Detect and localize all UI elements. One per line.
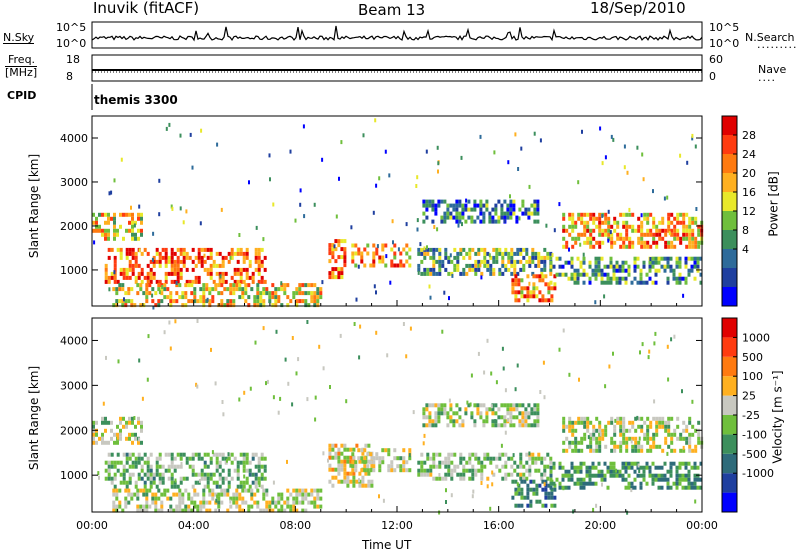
velocity-colorbar-tick-label-4: -25 xyxy=(742,409,760,422)
noise-search-label: N.Search xyxy=(745,31,795,44)
power-colorbar-seg-6 xyxy=(722,173,737,192)
power-colorbar-seg-3 xyxy=(722,230,737,249)
noise-search-legend-dots: ········· xyxy=(757,41,798,54)
power-region-5 xyxy=(417,247,553,276)
power-ytick-label-3: 4000 xyxy=(60,132,88,145)
velocity-colorbar-seg-6 xyxy=(722,376,737,396)
power-ytick-label-1: 2000 xyxy=(60,220,88,233)
time-xtick-label-5: 20:00 xyxy=(584,519,616,532)
cpid-value: themis 3300 xyxy=(94,93,178,107)
power-region-6 xyxy=(422,199,540,224)
date-title: 18/Sep/2010 xyxy=(590,0,686,17)
power-region-9 xyxy=(549,256,703,285)
power-colorbar-tick-label-5: 8 xyxy=(742,224,749,237)
nave-tick-high: 60 xyxy=(709,53,723,66)
time-xtick-label-1: 04:00 xyxy=(178,519,210,532)
power-colorbar-seg-1 xyxy=(722,268,737,287)
freq-tick-high: 18 xyxy=(66,53,80,66)
beam-title: Beam 13 xyxy=(358,1,426,19)
power-colorbar-seg-8 xyxy=(722,135,737,154)
velocity-ytick-label-2: 3000 xyxy=(60,379,88,392)
nave-tick-low: 0 xyxy=(709,70,716,83)
velocity-colorbar-seg-3 xyxy=(722,434,737,454)
velocity-region-2 xyxy=(112,488,323,513)
velocity-ytick-label-1: 2000 xyxy=(60,424,88,437)
velocity-region-0 xyxy=(92,416,143,445)
freq-tick-low: 8 xyxy=(66,70,73,83)
time-xtick-label-0: 00:00 xyxy=(76,519,108,532)
power-colorbar-tick-label-4: 12 xyxy=(742,205,756,218)
velocity-region-8 xyxy=(562,416,704,453)
velocity-region-1 xyxy=(104,452,267,489)
velocity-colorbar-seg-5 xyxy=(722,395,737,415)
time-xtick-label-3: 12:00 xyxy=(381,519,413,532)
power-region-0 xyxy=(92,212,143,241)
power-colorbar-seg-7 xyxy=(722,154,737,173)
velocity-colorbar-tick-label-0: 1000 xyxy=(742,331,770,344)
noise-tick-low-right: 10^0 xyxy=(709,37,740,50)
power-colorbar-tick-label-6: 4 xyxy=(742,243,749,256)
velocity-colorbar-tick-label-6: -500 xyxy=(742,448,767,461)
velocity-colorbar-tick-label-5: -100 xyxy=(742,428,767,441)
power-region-4 xyxy=(351,243,412,268)
power-colorbar-seg-0 xyxy=(722,287,737,306)
time-xtick-label-2: 08:00 xyxy=(279,519,311,532)
power-ytick-label-0: 1000 xyxy=(60,264,88,277)
freq-unit: [MHz] xyxy=(5,66,38,79)
velocity-colorbar-seg-0 xyxy=(722,492,737,512)
time-xtick-label-4: 16:00 xyxy=(483,519,515,532)
velocity-region-5 xyxy=(417,452,553,481)
velocity-colorbar-tick-label-7: -1000 xyxy=(742,467,774,480)
power-colorbar-seg-5 xyxy=(722,192,737,211)
time-xlabel: Time UT xyxy=(362,538,412,552)
noise-tick-high-left: 10^5 xyxy=(56,21,87,34)
nave-legend-dots: ···· xyxy=(758,74,776,87)
nave-label: Nave xyxy=(758,63,787,76)
velocity-region-9 xyxy=(549,461,703,490)
velocity-colorbar-tick-label-1: 500 xyxy=(742,351,763,364)
power-region-2 xyxy=(112,283,323,308)
power-colorbar-tick-label-3: 16 xyxy=(742,186,756,199)
power-region-8 xyxy=(562,212,704,249)
power-colorbar-seg-4 xyxy=(722,211,737,230)
time-xtick-label-6: 00:00 xyxy=(686,519,718,532)
power-colorbar-tick-label-2: 20 xyxy=(742,167,756,180)
noise-sky-line xyxy=(91,25,703,42)
power-colorbar-seg-9 xyxy=(722,116,737,135)
noise-sky-label: N.Sky xyxy=(3,31,35,44)
freq-panel-frame xyxy=(91,54,703,82)
power-ytick-label-2: 3000 xyxy=(60,176,88,189)
velocity-colorbar-seg-1 xyxy=(722,473,737,493)
velocity-colorbar-seg-9 xyxy=(722,318,737,338)
noise-panel-frame xyxy=(91,21,703,49)
velocity-region-4 xyxy=(351,448,412,473)
power-colorbar-tick-label-0: 28 xyxy=(742,129,756,142)
cpid-label: CPID xyxy=(7,89,37,102)
power-scatter-speckle xyxy=(93,118,698,310)
power-region-3 xyxy=(328,239,347,280)
noise-tick-low-left: 10^0 xyxy=(56,37,87,50)
velocity-panel-frame xyxy=(91,317,703,513)
velocity-colorbar-seg-4 xyxy=(722,415,737,435)
velocity-scatter-speckle xyxy=(97,319,697,515)
velocity-colorbar-seg-7 xyxy=(722,356,737,377)
power-colorbar-tick-label-1: 24 xyxy=(742,148,756,161)
power-region-1 xyxy=(104,247,267,284)
velocity-colorbar-seg-2 xyxy=(722,453,737,474)
velocity-region-7 xyxy=(511,479,557,508)
velocity-colorbar-seg-8 xyxy=(722,337,737,357)
noise-tick-high-right: 10^5 xyxy=(709,21,740,34)
station-title: Inuvik (fitACF) xyxy=(93,0,200,17)
velocity-region-6 xyxy=(422,403,540,428)
power-region-7 xyxy=(511,274,557,303)
freq-label: Freq. xyxy=(8,53,36,66)
velocity-colorbar-tick-label-2: 100 xyxy=(742,370,763,383)
velocity-colorbar-tick-label-3: 25 xyxy=(742,390,756,403)
velocity-ytick-label-3: 4000 xyxy=(60,334,88,347)
velocity-ytick-label-0: 1000 xyxy=(60,469,88,482)
power-colorbar-seg-2 xyxy=(722,249,737,268)
